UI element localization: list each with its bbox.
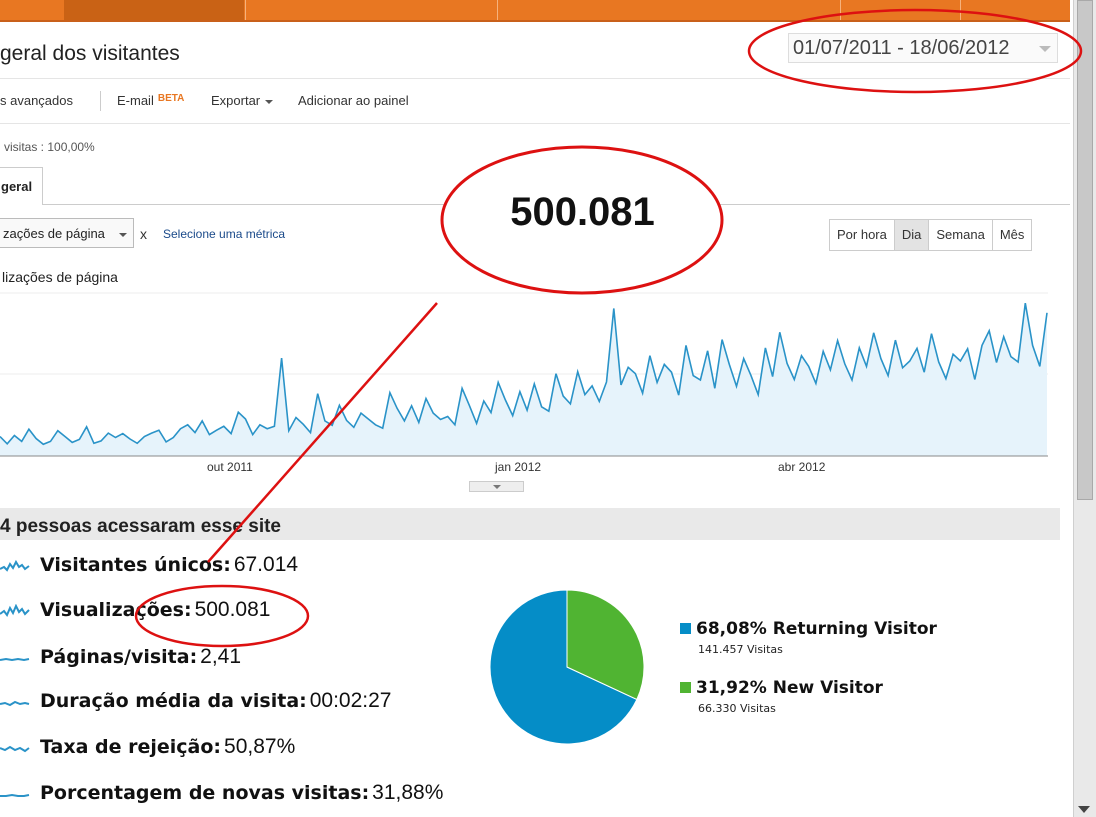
granularity-day-button[interactable]: Dia: [893, 220, 929, 250]
chevron-down-icon: [1039, 46, 1051, 52]
sparkline-icon: [0, 604, 30, 617]
toolbar-divider: [100, 91, 101, 111]
date-range-text: 01/07/2011 - 18/06/2012: [793, 37, 1010, 59]
metric-selector-value: zações de página: [3, 226, 105, 241]
legend-returning: 68,08% Returning Visitor 141.457 Visitas: [680, 619, 937, 656]
top-nav: [0, 0, 1070, 22]
summary-header-band: [0, 508, 1060, 540]
tab-overview[interactable]: geral: [0, 167, 43, 205]
legend-pct: 31,92%: [696, 678, 767, 698]
chart-resize-handle[interactable]: [469, 481, 524, 492]
export-button[interactable]: Exportar: [211, 93, 274, 108]
legend-new: 31,92% New Visitor 66.330 Visitas: [680, 678, 883, 715]
chevron-down-icon: [493, 485, 501, 489]
chevron-down-icon: [265, 99, 274, 104]
legend-swatch: [680, 682, 691, 693]
legend-label: New Visitor: [772, 678, 883, 698]
granularity-month-button[interactable]: Mês: [991, 220, 1032, 250]
metric-unique-visitors[interactable]: Visitantes únicos: 67.014: [0, 553, 298, 581]
metric-label: Visualizações:: [40, 599, 192, 621]
nav-tab-standard-reports[interactable]: [64, 0, 244, 20]
metric-pages-per-visit[interactable]: Páginas/visita: 2,41: [0, 645, 241, 673]
chevron-down-icon: [119, 233, 127, 237]
pageviews-line-chart: [0, 292, 1048, 457]
metric-value: 500.081: [194, 598, 271, 621]
segment-info: visitas : 100,00%: [4, 140, 95, 154]
legend-visits: 66.330 Visitas: [698, 702, 776, 715]
metric-value: 00:02:27: [309, 689, 392, 712]
metric-value: 67.014: [233, 553, 299, 576]
select-metric-link[interactable]: Selecione uma métrica: [163, 227, 286, 241]
scrollbar-thumb[interactable]: [1077, 0, 1093, 500]
nav-divider: [960, 0, 961, 20]
legend-visits: 141.457 Visitas: [698, 643, 783, 656]
email-button[interactable]: E-mail BETA: [117, 93, 184, 108]
scroll-down-icon[interactable]: [1078, 806, 1090, 813]
date-range-picker[interactable]: 01/07/2011 - 18/06/2012: [788, 33, 1058, 63]
granularity-hour-button[interactable]: Por hora: [830, 220, 894, 250]
summary-headline: 4 pessoas acessaram esse site: [0, 516, 281, 537]
add-to-dashboard-button[interactable]: Adicionar ao painel: [298, 93, 409, 108]
chart-series-label: lizações de página: [2, 269, 118, 285]
beta-badge: BETA: [157, 93, 185, 104]
nav-tab[interactable]: [0, 0, 62, 20]
pie-slice-returning: [489, 589, 638, 745]
remove-metric-button[interactable]: x: [140, 226, 147, 242]
granularity-toggle: Por hora Dia Semana Mês: [829, 219, 1033, 251]
visitor-type-pie-chart: [489, 589, 645, 745]
legend-swatch: [680, 623, 691, 634]
metric-label: Visitantes únicos:: [40, 554, 231, 576]
report-toolbar: s avançados E-mail BETA Exportar Adiciona…: [0, 78, 1070, 124]
pie-slice-new: [566, 589, 645, 701]
scrollbar[interactable]: [1073, 0, 1096, 817]
metric-selector[interactable]: zações de página: [0, 218, 134, 248]
sparkline-icon: [0, 793, 30, 797]
nav-divider: [840, 0, 841, 20]
x-tick-label: abr 2012: [778, 460, 826, 474]
export-label: Exportar: [211, 93, 261, 108]
sparkline-icon: [0, 745, 30, 753]
nav-divider: [245, 0, 246, 20]
metric-value: 50,87%: [224, 735, 296, 758]
granularity-week-button[interactable]: Semana: [928, 220, 992, 250]
metric-label: Duração média da visita:: [40, 690, 307, 712]
metric-label: Páginas/visita:: [40, 646, 198, 668]
annotation-highlight-value: 500.081: [510, 190, 655, 234]
metric-bounce-rate[interactable]: Taxa de rejeição: 50,87%: [0, 735, 295, 763]
x-tick-label: jan 2012: [495, 460, 542, 474]
sparkline-icon: [0, 559, 30, 572]
chart-series-line: [0, 302, 1048, 446]
nav-tab-custom-reports[interactable]: [250, 0, 490, 20]
metric-pageviews[interactable]: Visualizações: 500.081: [0, 598, 270, 626]
email-label: E-mail: [117, 93, 154, 108]
metric-label: Taxa de rejeição:: [40, 736, 222, 758]
x-tick-label: out 2011: [207, 460, 253, 474]
metric-new-visits-pct[interactable]: Porcentagem de novas visitas: 31,88%: [0, 781, 443, 809]
metric-value: 31,88%: [372, 781, 444, 804]
advanced-segments-button[interactable]: s avançados: [0, 93, 73, 108]
legend-label: Returning Visitor: [772, 619, 937, 639]
nav-divider: [497, 0, 498, 20]
metric-avg-visit-duration[interactable]: Duração média da visita: 00:02:27: [0, 689, 391, 717]
metric-label: Porcentagem de novas visitas:: [40, 782, 370, 804]
chart-area-fill: [0, 303, 1047, 456]
sparkline-icon: [0, 657, 30, 662]
sparkline-icon: [0, 700, 30, 707]
metric-value: 2,41: [200, 645, 242, 668]
page-title: geral dos visitantes: [0, 42, 180, 65]
legend-pct: 68,08%: [696, 619, 767, 639]
